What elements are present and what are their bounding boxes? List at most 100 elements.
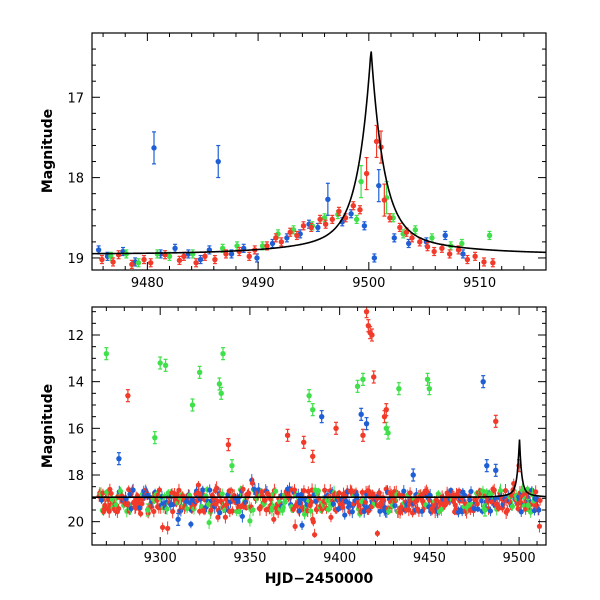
band-point xyxy=(518,509,524,515)
bottom-panel-frame xyxy=(91,306,547,546)
band-point xyxy=(165,525,171,531)
data-point xyxy=(166,253,173,260)
data-point xyxy=(493,418,499,425)
data-point xyxy=(350,203,357,209)
data-point xyxy=(152,434,158,441)
data-point xyxy=(387,215,393,221)
data-point xyxy=(369,332,375,338)
data-point xyxy=(431,248,437,255)
band-point xyxy=(290,506,296,512)
data-point xyxy=(410,472,416,478)
band-point xyxy=(105,496,112,503)
data-point xyxy=(348,211,354,217)
data-point xyxy=(246,253,252,260)
band-point xyxy=(509,503,516,510)
data-point xyxy=(322,221,329,227)
y-tick-label: 14 xyxy=(67,376,84,391)
data-point xyxy=(373,138,380,145)
band-point xyxy=(374,530,381,537)
band-point xyxy=(291,487,298,493)
data-point xyxy=(357,207,363,213)
band-point xyxy=(491,487,497,493)
band-point xyxy=(336,490,342,496)
data-point xyxy=(361,223,368,229)
x-tick-label: 9450 xyxy=(413,551,446,566)
data-point xyxy=(333,425,339,432)
data-point xyxy=(482,507,488,513)
data-point xyxy=(360,376,366,383)
band-point xyxy=(130,487,136,493)
data-point xyxy=(103,350,110,357)
data-point xyxy=(225,441,232,448)
band-point xyxy=(148,504,154,510)
band-point xyxy=(242,499,249,505)
band-point xyxy=(280,505,286,511)
data-point xyxy=(315,224,321,231)
data-point xyxy=(481,259,487,265)
band-point xyxy=(195,482,202,488)
data-point xyxy=(358,411,364,418)
band-point xyxy=(247,518,253,524)
data-point xyxy=(409,235,415,241)
band-point xyxy=(113,502,119,508)
data-point xyxy=(464,256,471,263)
data-point xyxy=(363,170,370,177)
model-curve xyxy=(92,439,546,498)
band-point xyxy=(362,499,369,505)
band-point xyxy=(366,508,372,514)
data-point xyxy=(229,462,235,469)
data-point xyxy=(144,507,151,513)
band-point xyxy=(219,491,225,497)
data-point xyxy=(176,257,183,264)
data-point xyxy=(429,235,435,241)
baseline-band xyxy=(96,474,543,538)
data-point xyxy=(175,516,181,523)
data-point xyxy=(218,390,224,397)
data-point xyxy=(181,253,187,260)
data-point xyxy=(371,374,377,380)
data-point xyxy=(125,392,131,399)
data-point xyxy=(172,245,178,252)
band-point xyxy=(137,504,143,511)
band-point xyxy=(207,487,213,493)
data-point xyxy=(336,208,342,215)
data-point xyxy=(446,251,453,257)
data-point xyxy=(442,232,448,239)
data-point xyxy=(157,360,163,366)
series-blue xyxy=(116,375,499,526)
data-point xyxy=(306,392,312,399)
data-point xyxy=(381,197,388,203)
band-point xyxy=(239,513,245,519)
data-point xyxy=(116,455,122,462)
data-point xyxy=(284,432,291,439)
band-point xyxy=(116,505,122,512)
band-point xyxy=(222,514,229,520)
band-point xyxy=(205,501,212,508)
band-point xyxy=(296,508,303,514)
data-point xyxy=(480,378,486,385)
band-point xyxy=(381,498,387,504)
band-point xyxy=(523,506,529,512)
band-point xyxy=(407,490,413,496)
band-point xyxy=(228,488,234,494)
series-green xyxy=(103,347,531,517)
bottom-panel-y-axis-label: Magnitude xyxy=(40,384,56,468)
data-point xyxy=(99,256,105,263)
band-point xyxy=(519,487,526,494)
data-point xyxy=(129,261,135,268)
band-point xyxy=(393,498,399,504)
band-point xyxy=(315,488,321,494)
band-point xyxy=(160,524,166,530)
band-point xyxy=(325,506,332,513)
data-point xyxy=(455,247,462,253)
band-point xyxy=(475,506,481,512)
data-point xyxy=(391,235,397,241)
data-point xyxy=(216,381,223,387)
data-point xyxy=(317,216,323,223)
band-point xyxy=(536,507,542,513)
band-point xyxy=(426,497,433,503)
data-point xyxy=(95,247,102,253)
data-point xyxy=(484,462,490,469)
band-point xyxy=(330,501,337,507)
band-point xyxy=(504,507,511,513)
